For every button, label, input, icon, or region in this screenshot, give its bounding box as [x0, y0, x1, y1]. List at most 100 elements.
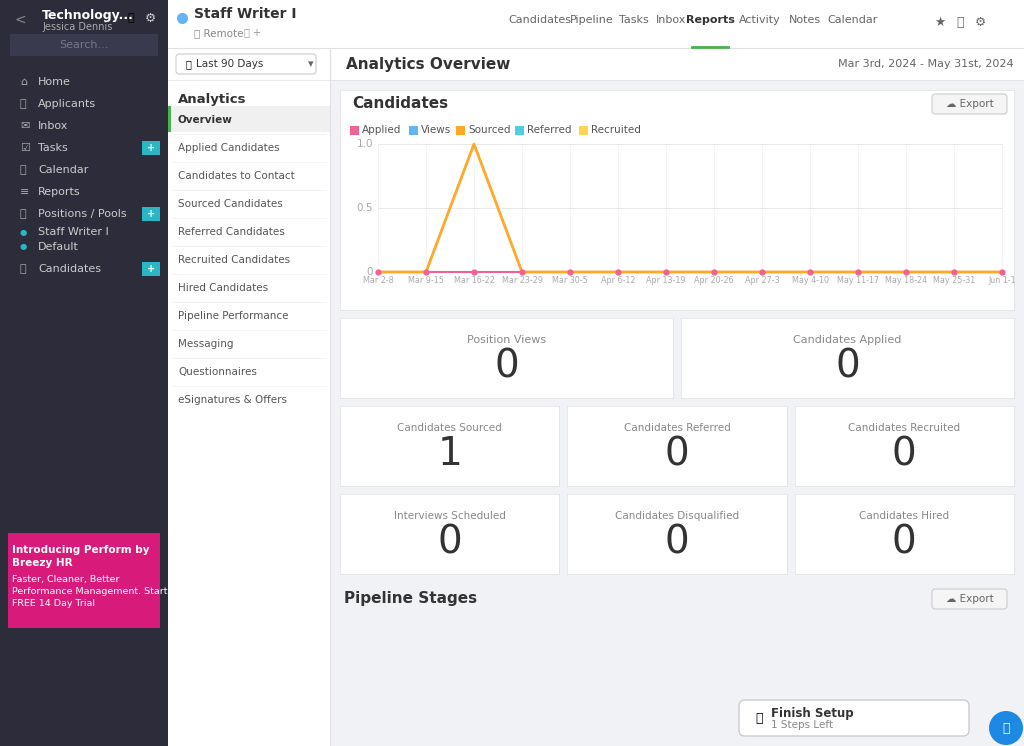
Bar	[340, 90, 1014, 310]
Bar	[340, 494, 559, 574]
Bar	[142, 141, 160, 155]
Text: 0.5: 0.5	[356, 203, 373, 213]
Text: Views: Views	[421, 125, 451, 135]
Text: 👥: 👥	[20, 264, 27, 274]
Text: Mar 9-15: Mar 9-15	[408, 276, 444, 285]
Bar	[168, 48, 330, 746]
Bar	[168, 106, 330, 132]
Text: Analytics: Analytics	[178, 93, 247, 107]
Text: ●: ●	[20, 228, 28, 236]
Text: Faster, Cleaner, Better
Performance Management. Start Your
FREE 14 Day Trial: Faster, Cleaner, Better Performance Mana…	[12, 575, 190, 607]
Text: 0: 0	[367, 267, 373, 277]
Text: Default: Default	[38, 242, 79, 252]
Text: ≡: ≡	[20, 187, 30, 197]
Text: 🗂: 🗂	[20, 209, 27, 219]
Text: 🔔: 🔔	[128, 13, 134, 23]
FancyBboxPatch shape	[932, 94, 1007, 114]
Text: 1.0: 1.0	[356, 139, 373, 149]
Text: Applied Candidates: Applied Candidates	[178, 143, 280, 153]
FancyBboxPatch shape	[932, 589, 1007, 609]
Bar	[142, 207, 160, 221]
Text: Calendar: Calendar	[38, 165, 88, 175]
Text: Referred: Referred	[526, 125, 571, 135]
Text: May 18-24: May 18-24	[885, 276, 927, 285]
Text: Apr 6-12: Apr 6-12	[601, 276, 635, 285]
Text: Pipeline: Pipeline	[570, 15, 613, 25]
Bar	[340, 406, 559, 486]
Circle shape	[989, 711, 1023, 745]
Text: Jun 1-1: Jun 1-1	[988, 276, 1016, 285]
Bar	[579, 126, 588, 135]
Bar	[330, 48, 1024, 80]
FancyBboxPatch shape	[176, 54, 316, 74]
Text: Staff Writer I: Staff Writer I	[38, 227, 109, 237]
Bar	[8, 533, 160, 628]
Text: Reports: Reports	[38, 187, 81, 197]
Text: ⚙: ⚙	[145, 11, 157, 25]
Text: Candidates Recruited: Candidates Recruited	[848, 423, 961, 433]
Text: Position Views: Position Views	[467, 335, 546, 345]
Text: ▾: ▾	[308, 59, 313, 69]
Bar	[168, 48, 330, 80]
Text: 0: 0	[665, 435, 689, 473]
Text: Candidates: Candidates	[352, 96, 449, 111]
Text: Messaging: Messaging	[178, 339, 233, 349]
Text: Search...: Search...	[59, 40, 109, 50]
Bar	[681, 318, 1014, 398]
Text: Calendar: Calendar	[827, 15, 879, 25]
Text: Analytics Overview: Analytics Overview	[346, 57, 510, 72]
Text: Apr 20-26: Apr 20-26	[694, 276, 734, 285]
Text: May 25-31: May 25-31	[933, 276, 975, 285]
Bar	[350, 126, 359, 135]
Bar	[330, 48, 1024, 746]
Text: Mar 23-29: Mar 23-29	[502, 276, 543, 285]
Text: Sourced: Sourced	[468, 125, 511, 135]
Bar	[168, 106, 171, 132]
Bar	[795, 494, 1014, 574]
Text: Apr 13-19: Apr 13-19	[646, 276, 686, 285]
Text: 0: 0	[495, 347, 519, 385]
Text: Pipeline Performance: Pipeline Performance	[178, 311, 289, 321]
Text: Mar 3rd, 2024 - May 31st, 2024: Mar 3rd, 2024 - May 31st, 2024	[839, 59, 1014, 69]
Text: ☁ Export: ☁ Export	[946, 99, 994, 109]
Text: Candidates Applied: Candidates Applied	[794, 335, 902, 345]
Text: Sourced Candidates: Sourced Candidates	[178, 199, 283, 209]
Text: Candidates Hired: Candidates Hired	[859, 511, 949, 521]
Text: Last 90 Days: Last 90 Days	[196, 59, 263, 69]
Text: ✉: ✉	[20, 121, 30, 131]
Text: Jessica Dennis: Jessica Dennis	[42, 22, 113, 32]
Text: Overview: Overview	[178, 115, 232, 125]
Text: 0: 0	[665, 523, 689, 561]
Text: Mar 2-8: Mar 2-8	[362, 276, 393, 285]
Text: Interviews Scheduled: Interviews Scheduled	[394, 511, 506, 521]
Bar	[567, 494, 786, 574]
Text: +: +	[146, 209, 155, 219]
Text: Candidates Sourced: Candidates Sourced	[397, 423, 502, 433]
Text: Candidates: Candidates	[38, 264, 101, 274]
Text: 📍 Remote: 📍 Remote	[194, 28, 244, 38]
Text: Mar 30-5: Mar 30-5	[552, 276, 588, 285]
Text: ★: ★	[934, 16, 945, 28]
FancyBboxPatch shape	[739, 700, 969, 736]
Text: Tasks: Tasks	[38, 143, 68, 153]
Text: ⏰: ⏰	[186, 59, 191, 69]
Bar	[409, 126, 418, 135]
Text: ⚙: ⚙	[975, 16, 986, 28]
Text: Inbox: Inbox	[655, 15, 686, 25]
Text: 0: 0	[437, 523, 462, 561]
Text: Introducing Perform by
Breezy HR: Introducing Perform by Breezy HR	[12, 545, 150, 568]
Text: ☑: ☑	[20, 143, 30, 153]
Text: eSignatures & Offers: eSignatures & Offers	[178, 395, 287, 405]
Bar	[456, 126, 465, 135]
Text: Referred Candidates: Referred Candidates	[178, 227, 285, 237]
Text: 📅: 📅	[20, 165, 27, 175]
Bar	[168, 0, 1024, 48]
Text: Applied: Applied	[362, 125, 401, 135]
Text: Pipeline Stages: Pipeline Stages	[344, 592, 477, 606]
Text: 0: 0	[892, 523, 916, 561]
Text: Applicants: Applicants	[38, 99, 96, 109]
Text: 💡: 💡	[755, 712, 763, 724]
Text: Recruited: Recruited	[591, 125, 640, 135]
Bar	[514, 126, 523, 135]
Text: Candidates to Contact: Candidates to Contact	[178, 171, 295, 181]
